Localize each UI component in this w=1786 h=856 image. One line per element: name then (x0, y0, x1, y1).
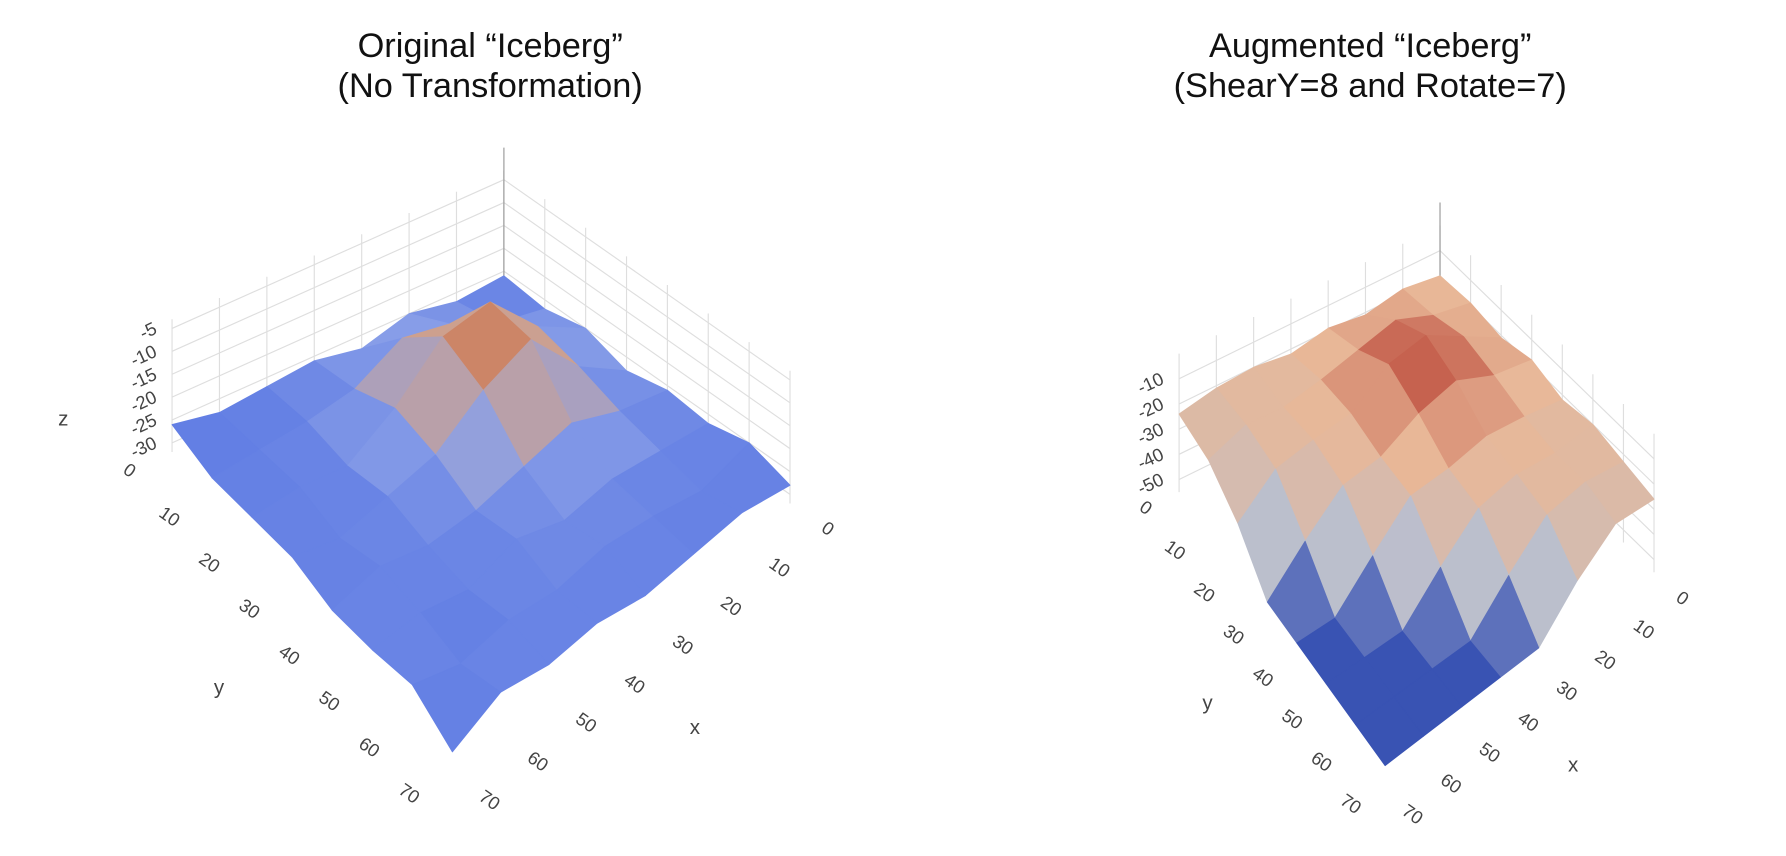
grid-line (171, 202, 505, 352)
grid-line (171, 247, 505, 398)
y-tick-label: 50 (1278, 705, 1307, 734)
x-tick-label: 70 (1398, 800, 1427, 829)
grid-line (1439, 250, 1655, 460)
grid-line (503, 247, 791, 450)
x-tick-label: 10 (765, 553, 794, 582)
y-tick-label: 50 (315, 686, 344, 715)
grid-line (503, 270, 791, 472)
y-tick-label: 20 (195, 548, 224, 577)
chart-title: Augmented “Iceberg” (1209, 27, 1531, 65)
grid-line (171, 270, 505, 421)
y-tick-label: 70 (395, 779, 424, 808)
z-tick-label: -50 (1134, 468, 1167, 498)
surface-cell (411, 663, 502, 753)
surface-cell (1355, 696, 1424, 767)
y-axis-title: y (1202, 692, 1213, 715)
x-tick-label: 30 (669, 630, 698, 659)
x-tick-label: 40 (620, 669, 649, 698)
x-tick-label: 10 (1630, 614, 1659, 643)
z-tick-label: -20 (1134, 393, 1167, 423)
chart-subtitle: (No Transformation) (338, 67, 643, 105)
y-tick-label: 20 (1190, 578, 1219, 607)
y-tick-label: 10 (155, 502, 184, 531)
z-axis-title: z (58, 407, 68, 430)
z-tick-label: -10 (127, 340, 160, 370)
x-tick-label: 50 (1476, 738, 1505, 767)
x-tick-label: 30 (1553, 676, 1582, 705)
grid-line (1178, 250, 1441, 380)
y-axis-title: y (214, 676, 225, 699)
z-tick-label: -20 (127, 386, 160, 416)
grid-line (503, 224, 791, 427)
y-tick-label: 70 (1337, 789, 1366, 818)
y-tick-label: 0 (120, 458, 140, 481)
y-tick-label: 30 (1220, 620, 1249, 649)
y-tick-label: 0 (1136, 496, 1156, 519)
z-tick-label: -30 (1134, 418, 1167, 448)
x-tick-label: 20 (1591, 645, 1620, 674)
y-tick-label: 40 (275, 640, 304, 669)
x-tick-label: 40 (1514, 707, 1543, 736)
grid-line (503, 202, 791, 404)
chart-subtitle: (ShearY=8 and Rotate=7) (1174, 67, 1567, 105)
x-tick-label: 0 (1673, 586, 1693, 609)
z-tick-label: -40 (1134, 443, 1167, 473)
x-tick-label: 50 (572, 708, 601, 737)
x-tick-label: 0 (818, 517, 838, 540)
x-tick-label: 70 (475, 785, 504, 814)
grid-line (171, 179, 505, 329)
x-tick-label: 60 (524, 747, 553, 776)
z-tick-label: -25 (127, 409, 160, 439)
y-tick-label: 30 (235, 594, 264, 623)
x-tick-label: 60 (1437, 769, 1466, 798)
z-tick-label: -15 (127, 363, 160, 393)
z-tick-label: -5 (136, 317, 160, 343)
chart-title: Original “Iceberg” (358, 27, 623, 65)
y-tick-label: 10 (1161, 535, 1190, 564)
x-axis-title: x (1568, 753, 1579, 776)
x-axis-title: x (690, 716, 701, 739)
y-tick-label: 40 (1249, 662, 1278, 691)
y-tick-label: 60 (355, 733, 384, 762)
grid-line (171, 224, 505, 375)
y-tick-label: 60 (1307, 747, 1336, 776)
z-tick-label: -10 (1134, 368, 1167, 398)
x-tick-label: 20 (717, 591, 746, 620)
grid-line (503, 179, 791, 381)
